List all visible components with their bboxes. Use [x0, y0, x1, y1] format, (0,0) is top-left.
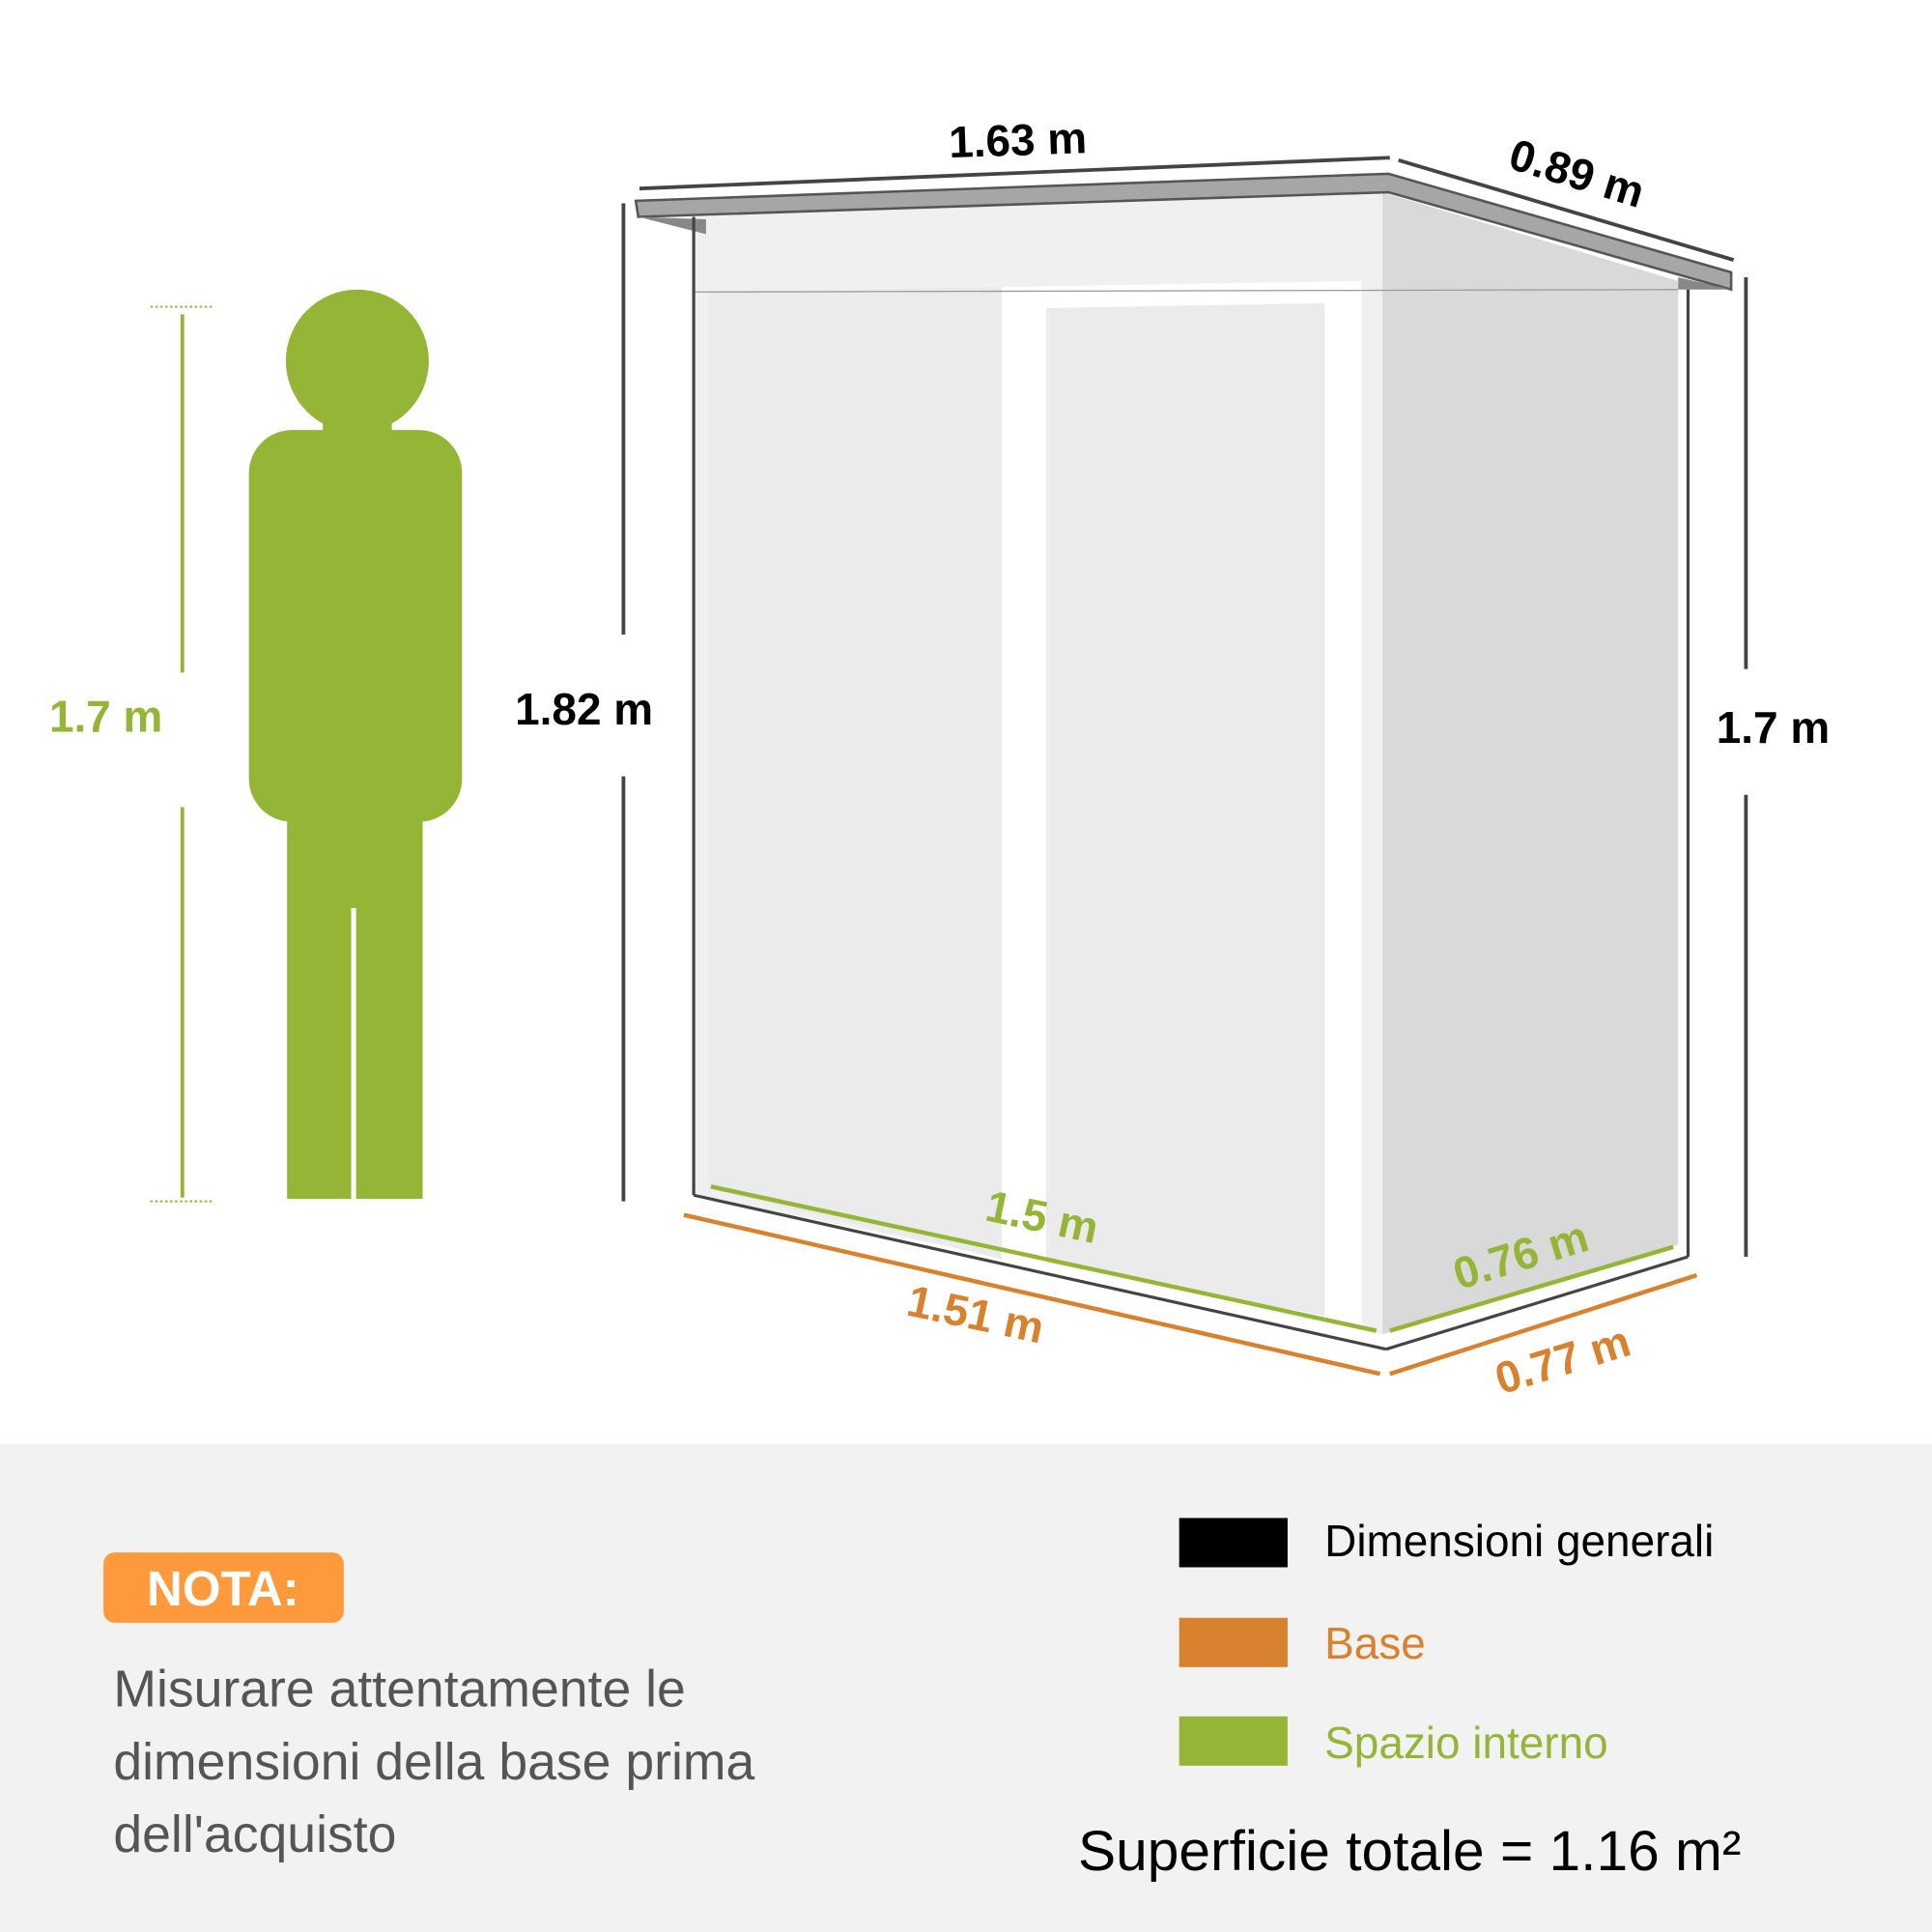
note-line-2: dimensioni della base prima — [113, 1734, 754, 1791]
base-dimension-lines — [683, 1212, 1698, 1377]
shed-front-left-panel — [708, 287, 1002, 1260]
shed-roof-bracket-left — [638, 216, 706, 235]
shed-outline — [692, 216, 1690, 1351]
legend: Dimensioni generali Base Spazio interno — [1179, 1516, 1714, 1768]
legend-swatch-general — [1179, 1518, 1288, 1568]
note-badge-label: NOTA: — [147, 1561, 299, 1616]
note-line-1: Misurare attentamente le — [113, 1662, 685, 1719]
person-height-label: 1.7 m — [49, 692, 162, 742]
note-badge — [103, 1552, 344, 1623]
shed-drawing — [634, 172, 1733, 1351]
person-silhouette — [248, 289, 463, 1200]
legend-swatch-interior — [1179, 1716, 1288, 1766]
person-height-dimension — [150, 305, 213, 1203]
back-height-label: 1.7 m — [1717, 702, 1830, 753]
interior-dimension-lines — [710, 1184, 1674, 1333]
info-panel — [0, 1443, 1932, 1932]
legend-swatch-base — [1179, 1617, 1288, 1667]
shed-side-face — [1382, 191, 1679, 1335]
legend-label-base: Base — [1324, 1618, 1426, 1668]
legend-label-interior: Spazio interno — [1324, 1718, 1607, 1768]
general-dimension-lines — [621, 156, 1748, 1258]
person-torso — [248, 430, 463, 822]
total-area: Superficie totale = 1.16 m² — [1078, 1820, 1741, 1883]
shed-roof-line — [694, 289, 1679, 293]
note-line-3: dell'acquisto — [113, 1806, 396, 1863]
person-head — [285, 289, 429, 433]
front-height-label: 1.82 m — [515, 684, 653, 734]
shed-door — [1045, 302, 1325, 1317]
legend-label-general: Dimensioni generali — [1324, 1516, 1714, 1566]
shed-roof-bracket-right — [1678, 276, 1732, 290]
roof-width-label: 1.63 m — [948, 112, 1088, 167]
